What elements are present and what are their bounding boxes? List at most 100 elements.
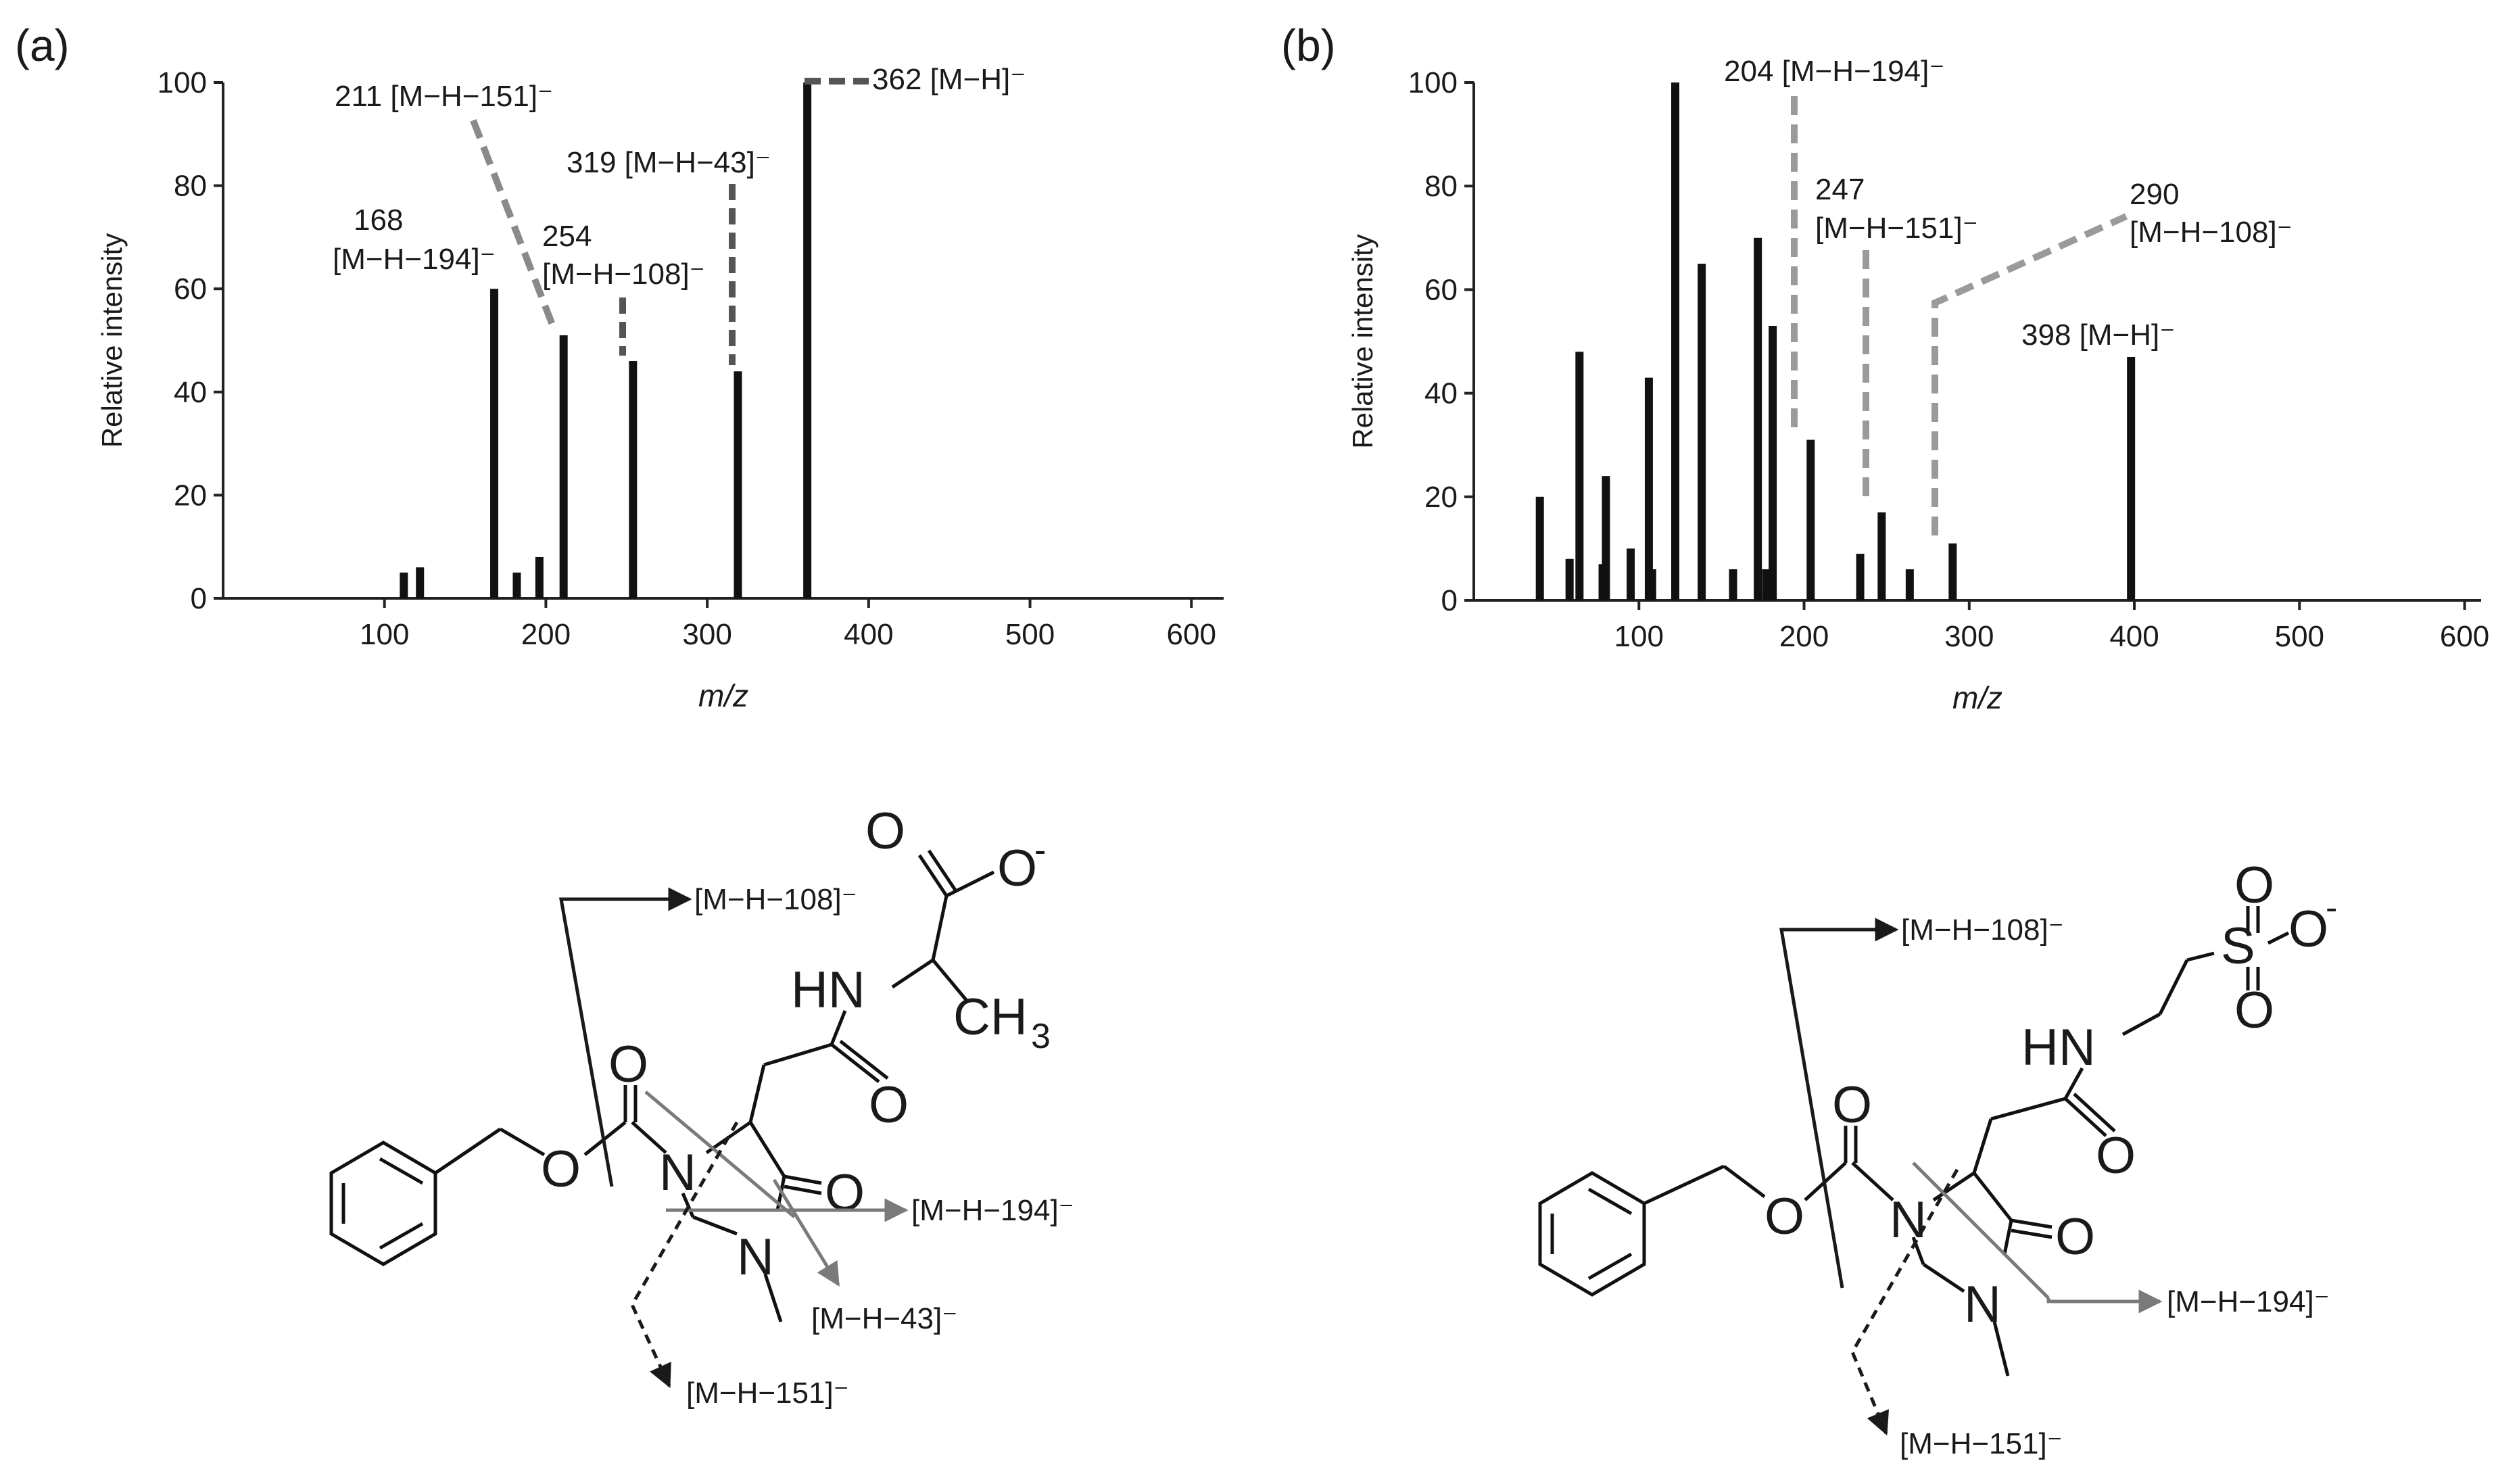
atom-o-sulfonate: O [2288, 901, 2328, 958]
panel-a-xtick-label: 300 [682, 618, 731, 651]
atom-hn: HN [2021, 1019, 2096, 1076]
arrow-108 [1779, 917, 1899, 1289]
annotation-254-value: 254 [542, 220, 592, 253]
panel-a-bar [559, 335, 568, 598]
atom-o-amide: O [869, 1076, 909, 1134]
atom-o-ester: O [1765, 1188, 1804, 1245]
panel-b-bar [1754, 237, 1762, 600]
panel-a-bar [629, 361, 638, 598]
panel-a-y-axis-label: Relative intensity [96, 233, 128, 448]
panel-b-bar [1535, 496, 1544, 600]
panel-a-annotations: 211 [M−H−151]⁻ 168 [M−H−194]⁻ 254 [M−H−1… [333, 63, 1026, 365]
panel-b-xtick-label: 200 [1779, 620, 1829, 653]
panel-b-bar [1948, 543, 1957, 600]
atom-o-sulfonyl-top: O [2234, 857, 2274, 914]
atom-charge: - [2326, 888, 2337, 928]
panel-b-ytick-label: 40 [1424, 377, 1458, 410]
annotation-247-value: 247 [1815, 173, 1865, 206]
panel-a-bar [512, 572, 521, 598]
panel-b-bar [1698, 264, 1706, 600]
annotation-362: 362 [M−H]⁻ [872, 63, 1026, 96]
fragment-108-label: [M−H−108]⁻ [694, 883, 857, 916]
annotation-290-value: 290 [2130, 178, 2179, 211]
panel-a-xtick-label: 100 [360, 618, 409, 651]
arrow-108 [559, 887, 692, 1187]
atom-o-ring: O [2055, 1208, 2095, 1266]
panel-b-chart: 0 20 40 60 80 100 100 200 300 400 500 600 m/z Relativ… [1347, 66, 2489, 715]
panel-a-ytick-label: 60 [174, 272, 207, 306]
panel-b-bar [1602, 476, 1610, 600]
atom-n-ring: N [659, 1144, 696, 1201]
atom-hn: HN [791, 961, 865, 1019]
panel-b-fragmentation: [M−H−108]⁻ [M−H−194]⁻ [M−H−151]⁻ [1779, 913, 2330, 1460]
atom-n-methyl: N [1964, 1276, 2001, 1333]
panel-b-bar [1905, 569, 1914, 600]
atom-charge: - [1034, 831, 1046, 870]
atom-ch: CH [953, 988, 1028, 1046]
cut-194 [1912, 1162, 2050, 1299]
panel-a-chart: 0 20 40 60 80 100 100 200 300 400 500 600 m/z Relativ… [96, 66, 1224, 713]
panel-a-fragmentation: [M−H−108]⁻ [M−H−194]⁻ [M−H−43]⁻ [M−H−151… [559, 883, 1074, 1410]
panel-b-bar [1806, 439, 1815, 600]
annotation-398: 398 [M−H]⁻ [2021, 318, 2175, 352]
atom-o-carbamate: O [1832, 1076, 1872, 1134]
panel-a-bar [734, 371, 742, 598]
panel-a-ytick-label: 40 [174, 376, 207, 409]
panel-a: (a) 0 20 40 60 80 100 100 200 300 400 500 600 m/z Rel… [15, 20, 1224, 1410]
atom-s: S [2221, 917, 2255, 975]
panel-b-annotations: 204 [M−H−194]⁻ 247 [M−H−151]⁻ 290 [M−H−1… [1724, 55, 2293, 535]
panel-a-bar [400, 572, 408, 598]
panel-b-xtick-label: 600 [2440, 620, 2489, 653]
atom-o-carbamate: O [608, 1036, 648, 1093]
panel-a-bar [803, 82, 812, 598]
panel-a-x-axis-label: m/z [698, 678, 748, 713]
panel-a-ytick-label: 100 [158, 66, 207, 99]
atom-o-ester: O [541, 1141, 581, 1198]
annotation-254-ion: [M−H−108]⁻ [542, 258, 705, 291]
panel-b-bar [1769, 326, 1777, 600]
arrow-151 [1850, 1168, 1959, 1436]
arrow-194 [2046, 1289, 2163, 1314]
panel-a-atoms: O O - HN CH 3 O O O N O N [541, 803, 1051, 1286]
arrow-151 [630, 1121, 739, 1389]
panel-a-xtick-label: 500 [1005, 618, 1055, 651]
panel-b-ytick-label: 20 [1424, 481, 1458, 514]
panel-b-xtick-label: 500 [2275, 620, 2324, 653]
panel-a-xtick-label: 600 [1167, 618, 1216, 651]
panel-b-bar [1565, 558, 1574, 600]
fragment-194-label: [M−H−194]⁻ [2167, 1285, 2330, 1318]
fragment-151-label: [M−H−151]⁻ [686, 1377, 849, 1410]
arrow-43 [772, 1178, 840, 1287]
panel-b-bar [1644, 377, 1653, 600]
panel-b-y-axis-label: Relative intensity [1347, 234, 1378, 448]
fragment-43-label: [M−H−43]⁻ [811, 1302, 957, 1335]
annotation-204: 204 [M−H−194]⁻ [1724, 55, 1945, 88]
panel-b-bar [1575, 352, 1584, 600]
fragment-108-label: [M−H−108]⁻ [1901, 913, 2064, 947]
panel-a-bar [416, 567, 425, 598]
panel-a-ytick-label: 0 [191, 582, 207, 615]
fragment-151-label: [M−H−151]⁻ [1900, 1427, 2063, 1460]
panel-b-bar [1877, 512, 1886, 600]
atom-n-ring: N [1890, 1191, 1927, 1249]
atom-n-methyl: N [737, 1228, 774, 1286]
panel-b-ytick-label: 100 [1408, 66, 1458, 99]
annotation-319: 319 [M−H−43]⁻ [567, 146, 771, 179]
panel-a-bar [535, 556, 544, 598]
panel-b-ytick-label: 80 [1424, 170, 1458, 203]
panel-b-bar [2127, 356, 2136, 600]
annotation-168-ion: [M−H−194]⁻ [333, 243, 496, 276]
panel-a-label: (a) [15, 20, 70, 70]
atom-ch-subscript: 3 [1031, 1017, 1051, 1056]
panel-b-atoms: O S O - O HN O O O N O N [1765, 857, 2337, 1333]
annotation-290-ion: [M−H−108]⁻ [2130, 216, 2293, 249]
atom-o-sulfonyl-bottom: O [2234, 982, 2274, 1039]
panel-b-bar [1648, 569, 1656, 600]
panel-a-xtick-label: 200 [521, 618, 571, 651]
leader-211 [470, 119, 558, 331]
panel-b-bar [1762, 569, 1771, 600]
panel-b-label: (b) [1281, 20, 1336, 70]
panel-b-ytick-label: 0 [1441, 584, 1458, 617]
panel-b-x-axis-label: m/z [1952, 680, 2002, 715]
